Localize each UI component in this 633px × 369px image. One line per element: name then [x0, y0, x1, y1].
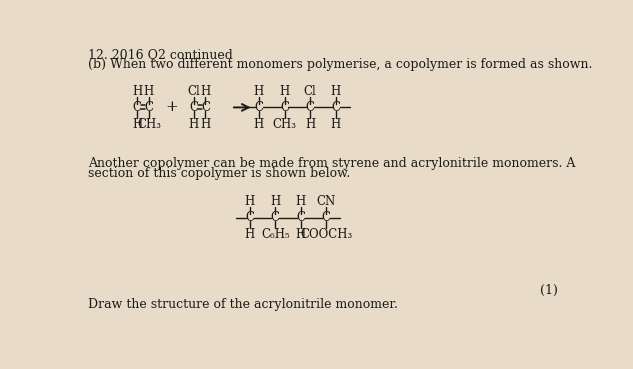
Text: section of this copolymer is shown below.: section of this copolymer is shown below… — [89, 167, 351, 180]
Text: H: H — [296, 195, 306, 208]
Text: CH₃: CH₃ — [137, 118, 161, 131]
Text: C: C — [201, 101, 210, 114]
Text: H: H — [200, 118, 211, 131]
Text: 12. 2016 Q2 continued: 12. 2016 Q2 continued — [89, 48, 234, 61]
Text: Cl: Cl — [304, 85, 316, 98]
Text: C: C — [331, 101, 340, 114]
Text: H: H — [330, 85, 341, 98]
Text: Another copolymer can be made from styrene and acrylonitrile monomers. A: Another copolymer can be made from styre… — [89, 157, 576, 170]
Text: H: H — [189, 118, 199, 131]
Text: C: C — [245, 211, 254, 224]
Text: C: C — [133, 101, 142, 114]
Text: COOCH₃: COOCH₃ — [300, 228, 353, 241]
Text: H: H — [254, 118, 264, 131]
Text: H: H — [270, 195, 280, 208]
Text: Draw the structure of the acrylonitrile monomer.: Draw the structure of the acrylonitrile … — [89, 298, 398, 311]
Text: (1): (1) — [540, 284, 558, 297]
Text: H: H — [305, 118, 315, 131]
Text: CH₃: CH₃ — [272, 118, 296, 131]
Text: +: + — [166, 100, 179, 114]
Text: C: C — [254, 101, 263, 114]
Text: (b) When two different monomers polymerise, a copolymer is formed as shown.: (b) When two different monomers polymeri… — [89, 58, 592, 71]
Text: C₆H₅: C₆H₅ — [261, 228, 289, 241]
Text: H: H — [254, 85, 264, 98]
Text: Cl: Cl — [187, 85, 200, 98]
Text: H: H — [200, 85, 211, 98]
Text: C: C — [322, 211, 331, 224]
Text: H: H — [132, 85, 142, 98]
Text: H: H — [296, 228, 306, 241]
Text: H: H — [330, 118, 341, 131]
Text: H: H — [244, 228, 254, 241]
Text: C: C — [144, 101, 153, 114]
Text: C: C — [296, 211, 305, 224]
Text: C: C — [306, 101, 315, 114]
Text: C: C — [271, 211, 280, 224]
Text: H: H — [144, 85, 154, 98]
Text: C: C — [189, 101, 198, 114]
Text: H: H — [244, 195, 254, 208]
Text: C: C — [280, 101, 289, 114]
Text: H: H — [132, 118, 142, 131]
Text: CN: CN — [316, 195, 336, 208]
Text: H: H — [279, 85, 290, 98]
